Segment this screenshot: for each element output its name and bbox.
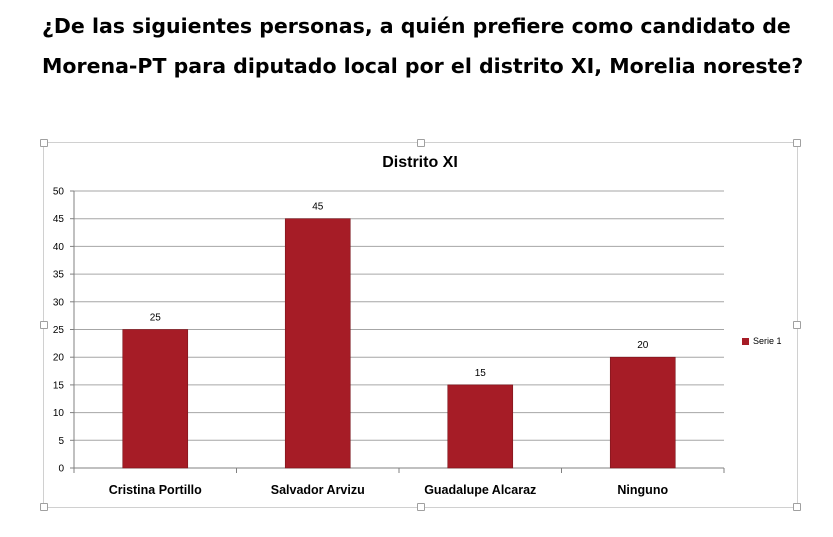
x-category-label: Ninguno: [617, 483, 668, 497]
chart-title: Distrito XI: [382, 154, 458, 171]
resize-handle-left[interactable]: [40, 321, 48, 329]
question-heading: ¿De las siguientes personas, a quién pre…: [42, 6, 822, 86]
chart-frame[interactable]: [40, 139, 801, 511]
data-label: 45: [312, 202, 324, 213]
resize-handle-bottom-left[interactable]: [40, 503, 48, 511]
resize-handle-right[interactable]: [793, 321, 801, 329]
resize-handle-top-left[interactable]: [40, 139, 48, 147]
resize-handle-bottom[interactable]: [417, 503, 425, 511]
y-tick-label: 30: [53, 297, 65, 308]
data-label: 20: [637, 340, 649, 351]
y-tick-label: 40: [53, 242, 65, 253]
x-category-label: Salvador Arvizu: [271, 483, 365, 497]
y-tick-label: 45: [53, 214, 65, 225]
resize-handle-top-right[interactable]: [793, 139, 801, 147]
bar-ninguno: [609, 356, 676, 469]
y-tick-label: 35: [53, 270, 65, 281]
bar-salvador-arvizu: [284, 218, 351, 469]
bar-guadalupe-alcaraz: [447, 384, 514, 469]
y-tick-label: 50: [53, 187, 65, 198]
data-label: 25: [150, 313, 162, 324]
resize-handle-bottom-right[interactable]: [793, 503, 801, 511]
y-tick-label: 25: [53, 325, 65, 336]
legend-label: Serie 1: [753, 336, 782, 346]
question-line-1: ¿De las siguientes personas, a quién pre…: [42, 14, 791, 38]
y-tick-label: 20: [53, 353, 65, 364]
y-tick-label: 0: [58, 464, 64, 475]
chart-legend: Serie 1: [742, 336, 782, 346]
y-tick-label: 15: [53, 380, 65, 391]
bar-cristina-portillo: [122, 329, 189, 469]
y-tick-label: 10: [53, 408, 65, 419]
data-label: 15: [475, 368, 487, 379]
question-line-2: Morena-PT para diputado local por el dis…: [42, 54, 804, 78]
y-tick-label: 5: [58, 436, 64, 447]
x-category-label: Cristina Portillo: [109, 483, 202, 497]
legend-swatch: [742, 337, 749, 345]
x-category-label: Guadalupe Alcaraz: [424, 483, 536, 497]
resize-handle-top[interactable]: [417, 139, 425, 147]
